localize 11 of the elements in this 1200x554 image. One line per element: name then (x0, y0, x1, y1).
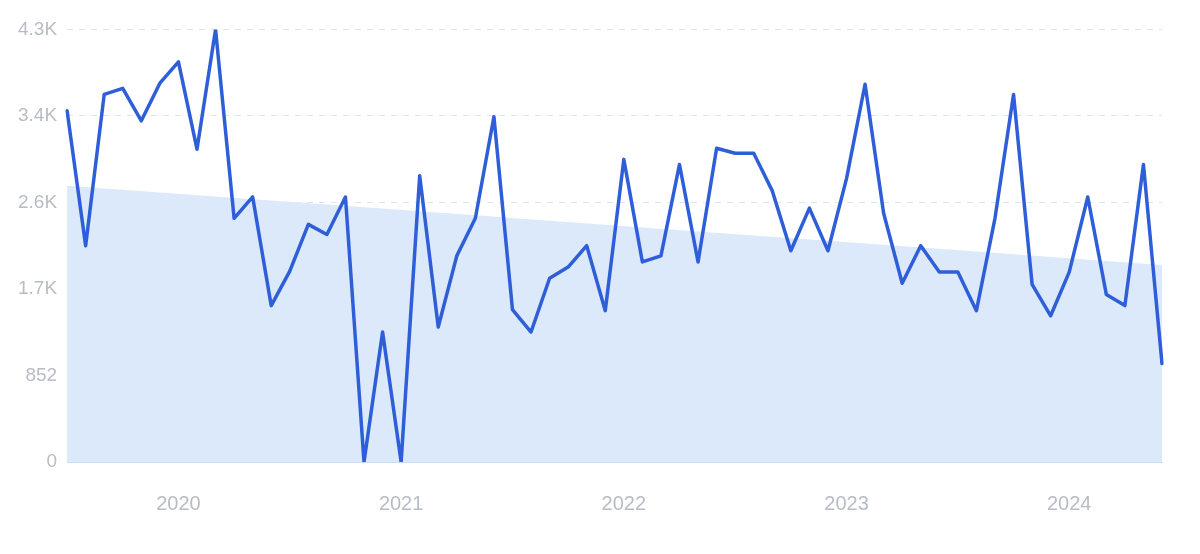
y-tick-label: 2.6K (17, 190, 58, 212)
x-tick-label: 2024 (1046, 491, 1092, 514)
x-tick-label: 2021 (378, 491, 424, 514)
y-tick-label: 852 (25, 363, 58, 385)
x-tick-label: 2022 (601, 491, 647, 514)
x-tick-label: 2023 (824, 491, 869, 514)
y-tick-label: 3.4K (17, 104, 58, 126)
x-tick-label: 2020 (156, 491, 201, 514)
y-tick-label: 4.3K (17, 17, 58, 39)
y-tick-label: 0 (46, 450, 58, 472)
y-tick-label: 1.7K (17, 277, 58, 299)
